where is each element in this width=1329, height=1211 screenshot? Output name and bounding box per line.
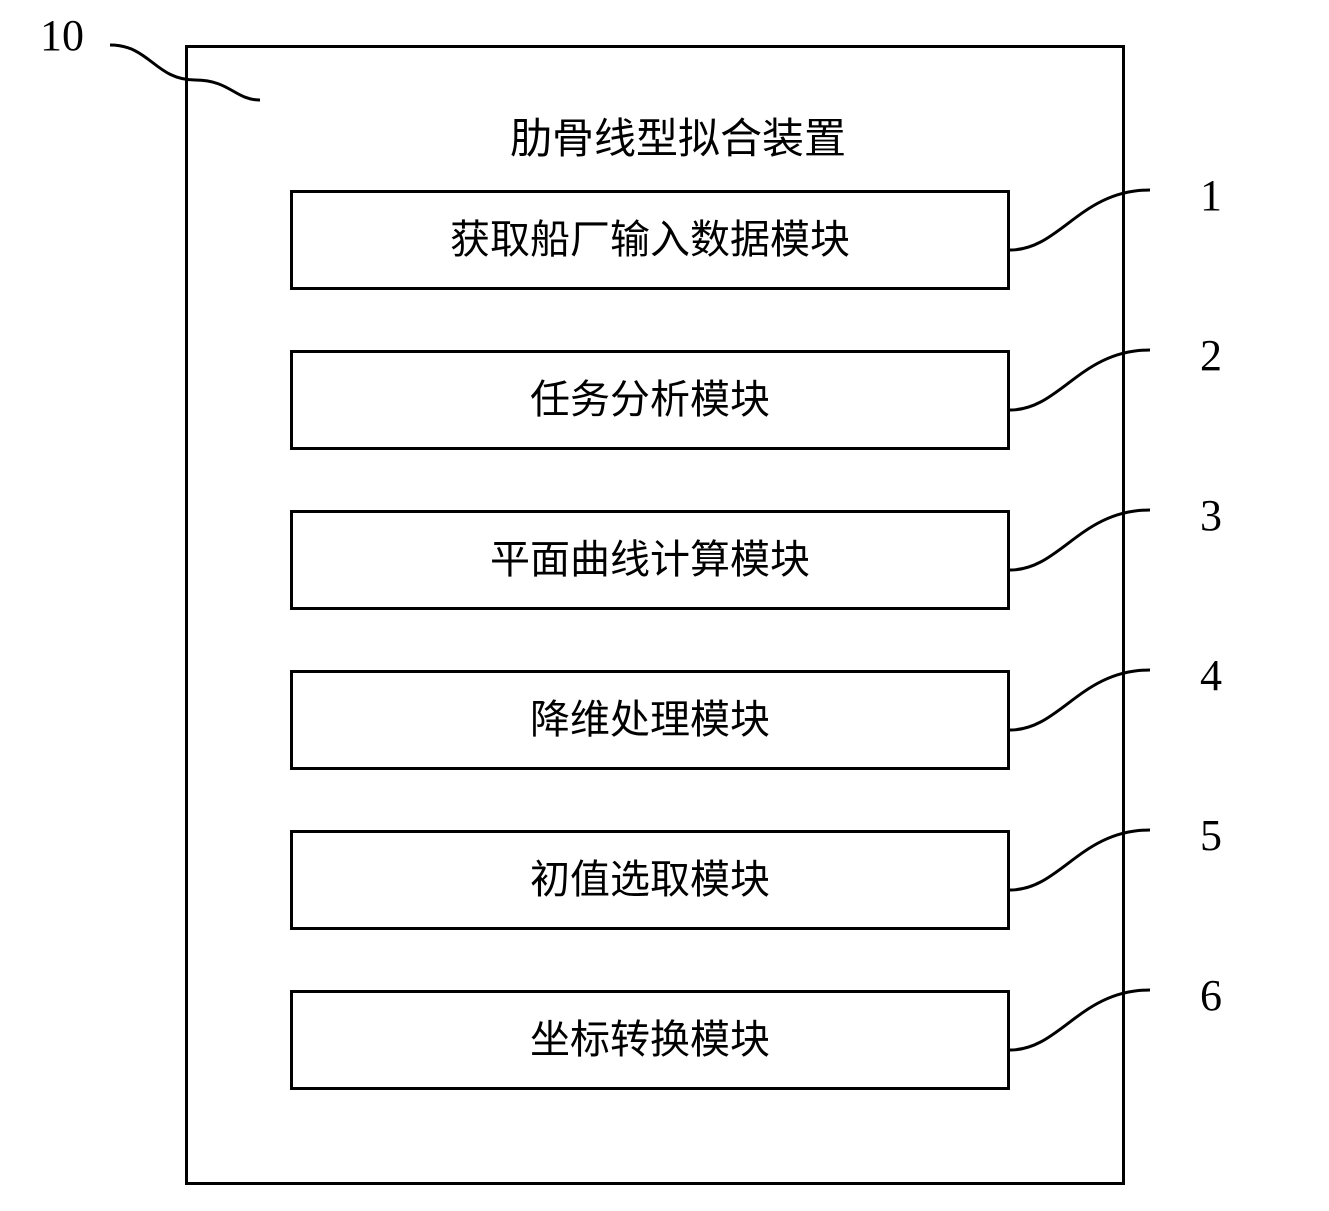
callout-label-3: 3	[1200, 490, 1222, 541]
module-label: 初值选取模块	[530, 860, 770, 900]
module-label: 降维处理模块	[530, 700, 770, 740]
module-label: 平面曲线计算模块	[490, 540, 810, 580]
module-box-4: 降维处理模块	[290, 670, 1010, 770]
module-label: 任务分析模块	[530, 380, 770, 420]
module-box-5: 初值选取模块	[290, 830, 1010, 930]
callout-label-5: 5	[1200, 810, 1222, 861]
module-box-1: 获取船厂输入数据模块	[290, 190, 1010, 290]
module-box-6: 坐标转换模块	[290, 990, 1010, 1090]
callout-label-6: 6	[1200, 970, 1222, 1021]
callout-label-1: 1	[1200, 170, 1222, 221]
module-box-2: 任务分析模块	[290, 350, 1010, 450]
module-label: 坐标转换模块	[530, 1020, 770, 1060]
diagram-wrapper: 肋骨线型拟合装置 获取船厂输入数据模块 任务分析模块 平面曲线计算模块 降维处理…	[0, 0, 1329, 1211]
module-box-3: 平面曲线计算模块	[290, 510, 1010, 610]
callout-label-4: 4	[1200, 650, 1222, 701]
diagram-title: 肋骨线型拟合装置	[510, 105, 846, 166]
callout-label-outer: 10	[40, 10, 84, 61]
callout-label-2: 2	[1200, 330, 1222, 381]
module-label: 获取船厂输入数据模块	[450, 220, 850, 260]
